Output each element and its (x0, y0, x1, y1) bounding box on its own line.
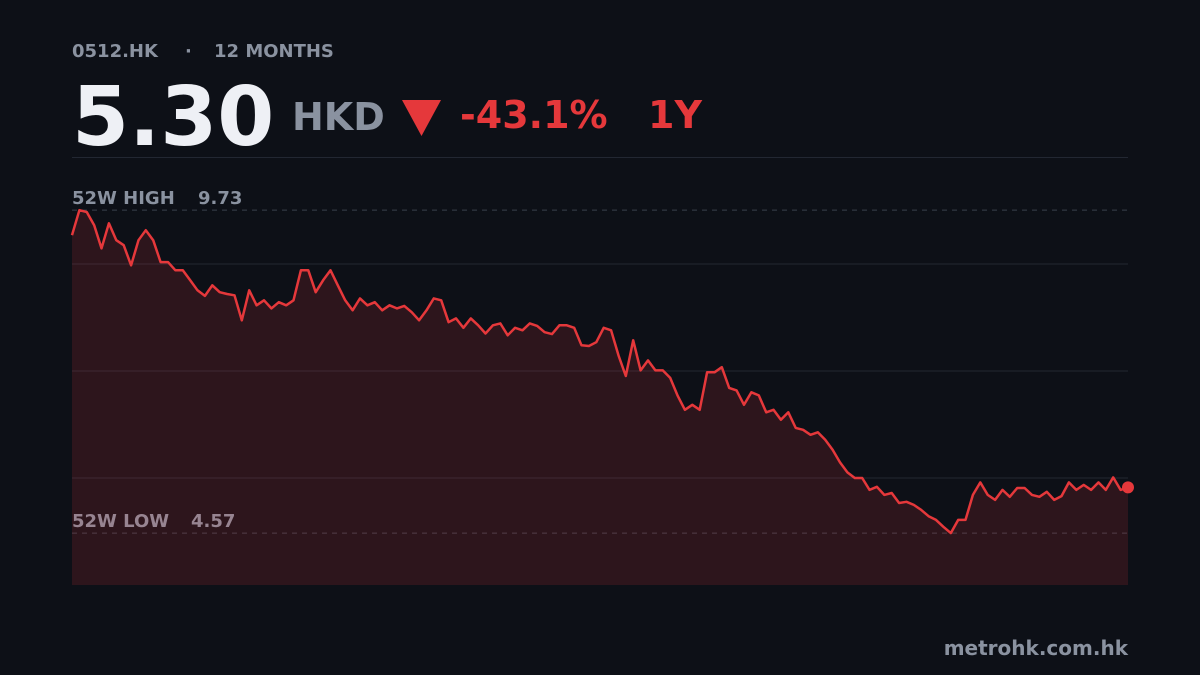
currency: HKD (292, 95, 385, 139)
down-arrow (402, 100, 441, 136)
period: 12 MONTHS (214, 41, 334, 62)
price: 5.30 (72, 70, 274, 165)
last-point (1122, 481, 1134, 494)
low-value: 4.57 (191, 511, 235, 532)
change: -43.1% (460, 93, 608, 137)
high-label: 52W HIGH (72, 188, 175, 209)
footer: metrohk.com.hk (944, 636, 1129, 660)
plot: 52W HIGH 9.73 52W LOW 4.57 (70, 188, 1134, 585)
area (72, 210, 1128, 585)
range: 1Y (648, 93, 702, 137)
separator: · (185, 41, 192, 62)
price-line (70, 208, 1129, 535)
high-value: 9.73 (198, 188, 242, 209)
low-label: 52W LOW (72, 511, 169, 532)
ticker: 0512.HK (72, 41, 159, 62)
